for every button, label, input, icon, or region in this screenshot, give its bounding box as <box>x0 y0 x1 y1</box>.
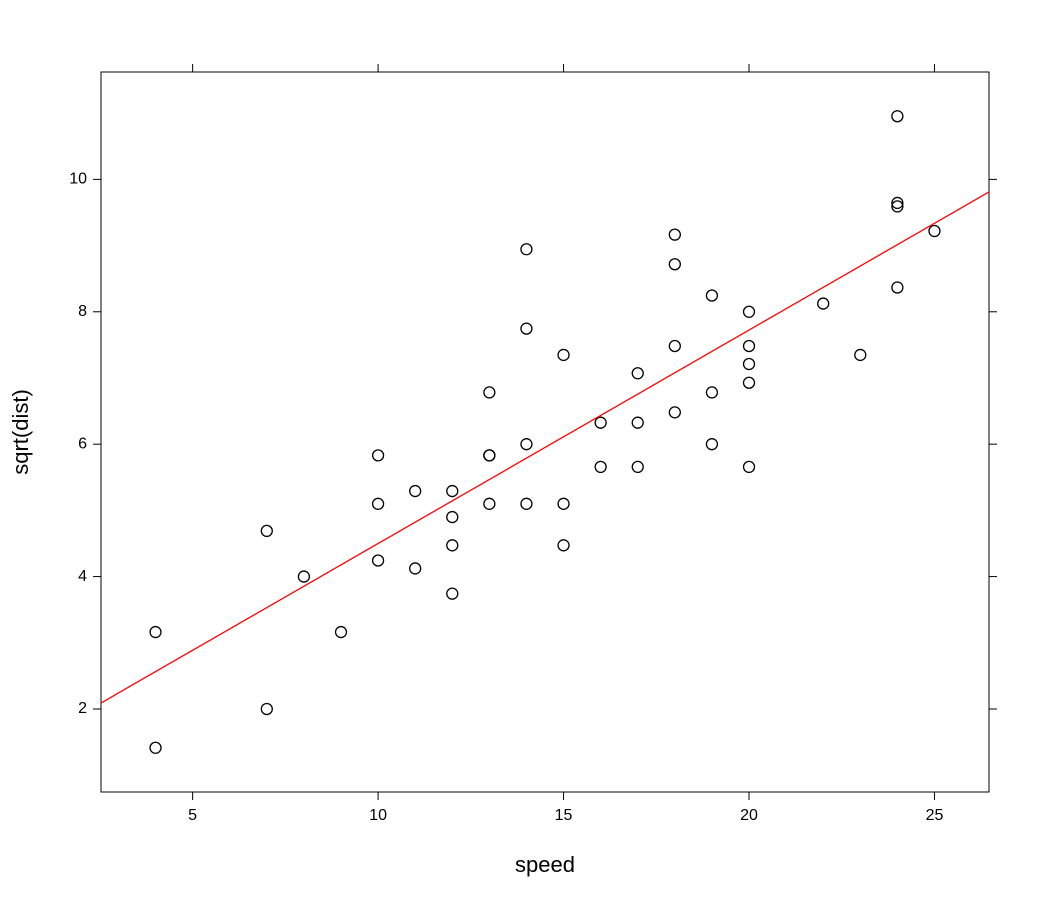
point <box>817 297 830 310</box>
point <box>483 386 496 399</box>
point <box>631 460 644 474</box>
point <box>742 305 756 318</box>
point <box>446 510 459 524</box>
y-tick-label: 4 <box>78 568 87 585</box>
point <box>742 376 756 389</box>
point <box>409 484 422 498</box>
x-tick-label: 10 <box>369 807 387 824</box>
point <box>149 741 162 754</box>
point <box>668 339 681 353</box>
point <box>891 281 904 294</box>
point <box>371 554 385 567</box>
point <box>371 449 385 462</box>
point <box>334 625 348 639</box>
x-axis-label: speed <box>515 852 575 877</box>
x-tick-label: 15 <box>555 807 573 824</box>
y-tick-label: 10 <box>69 171 87 188</box>
point <box>483 449 496 462</box>
point <box>742 460 756 474</box>
point <box>557 497 570 510</box>
y-axis-label: sqrt(dist) <box>8 389 33 475</box>
point <box>149 625 162 639</box>
point <box>668 406 681 419</box>
point <box>668 258 681 271</box>
point <box>742 339 756 353</box>
point <box>742 357 756 371</box>
point <box>520 243 533 256</box>
point <box>928 224 941 238</box>
point <box>631 367 644 380</box>
x-tick-label: 25 <box>926 807 944 824</box>
plot-frame <box>100 71 990 793</box>
point <box>594 460 607 474</box>
point <box>705 386 719 399</box>
point <box>891 200 904 213</box>
point <box>297 570 311 583</box>
point <box>594 416 607 429</box>
point <box>520 497 533 510</box>
point <box>371 497 385 510</box>
point <box>854 348 867 362</box>
point <box>520 322 533 335</box>
point <box>557 348 570 362</box>
point <box>705 438 719 451</box>
point <box>891 196 904 210</box>
x-tick-label: 20 <box>740 807 758 824</box>
point <box>446 587 459 600</box>
point <box>446 484 459 498</box>
point <box>483 497 496 510</box>
y-tick-label: 2 <box>78 700 87 717</box>
point <box>631 416 644 429</box>
x-tick-label: 5 <box>188 807 197 824</box>
y-tick-label: 8 <box>78 303 87 320</box>
point <box>891 110 904 123</box>
point <box>409 562 422 575</box>
point <box>705 289 719 302</box>
point <box>520 438 533 451</box>
point <box>668 228 681 241</box>
point <box>557 539 570 552</box>
point <box>260 524 273 538</box>
y-tick-label: 6 <box>78 435 87 452</box>
fit-line <box>100 191 990 704</box>
point <box>260 702 273 716</box>
point <box>446 539 459 552</box>
